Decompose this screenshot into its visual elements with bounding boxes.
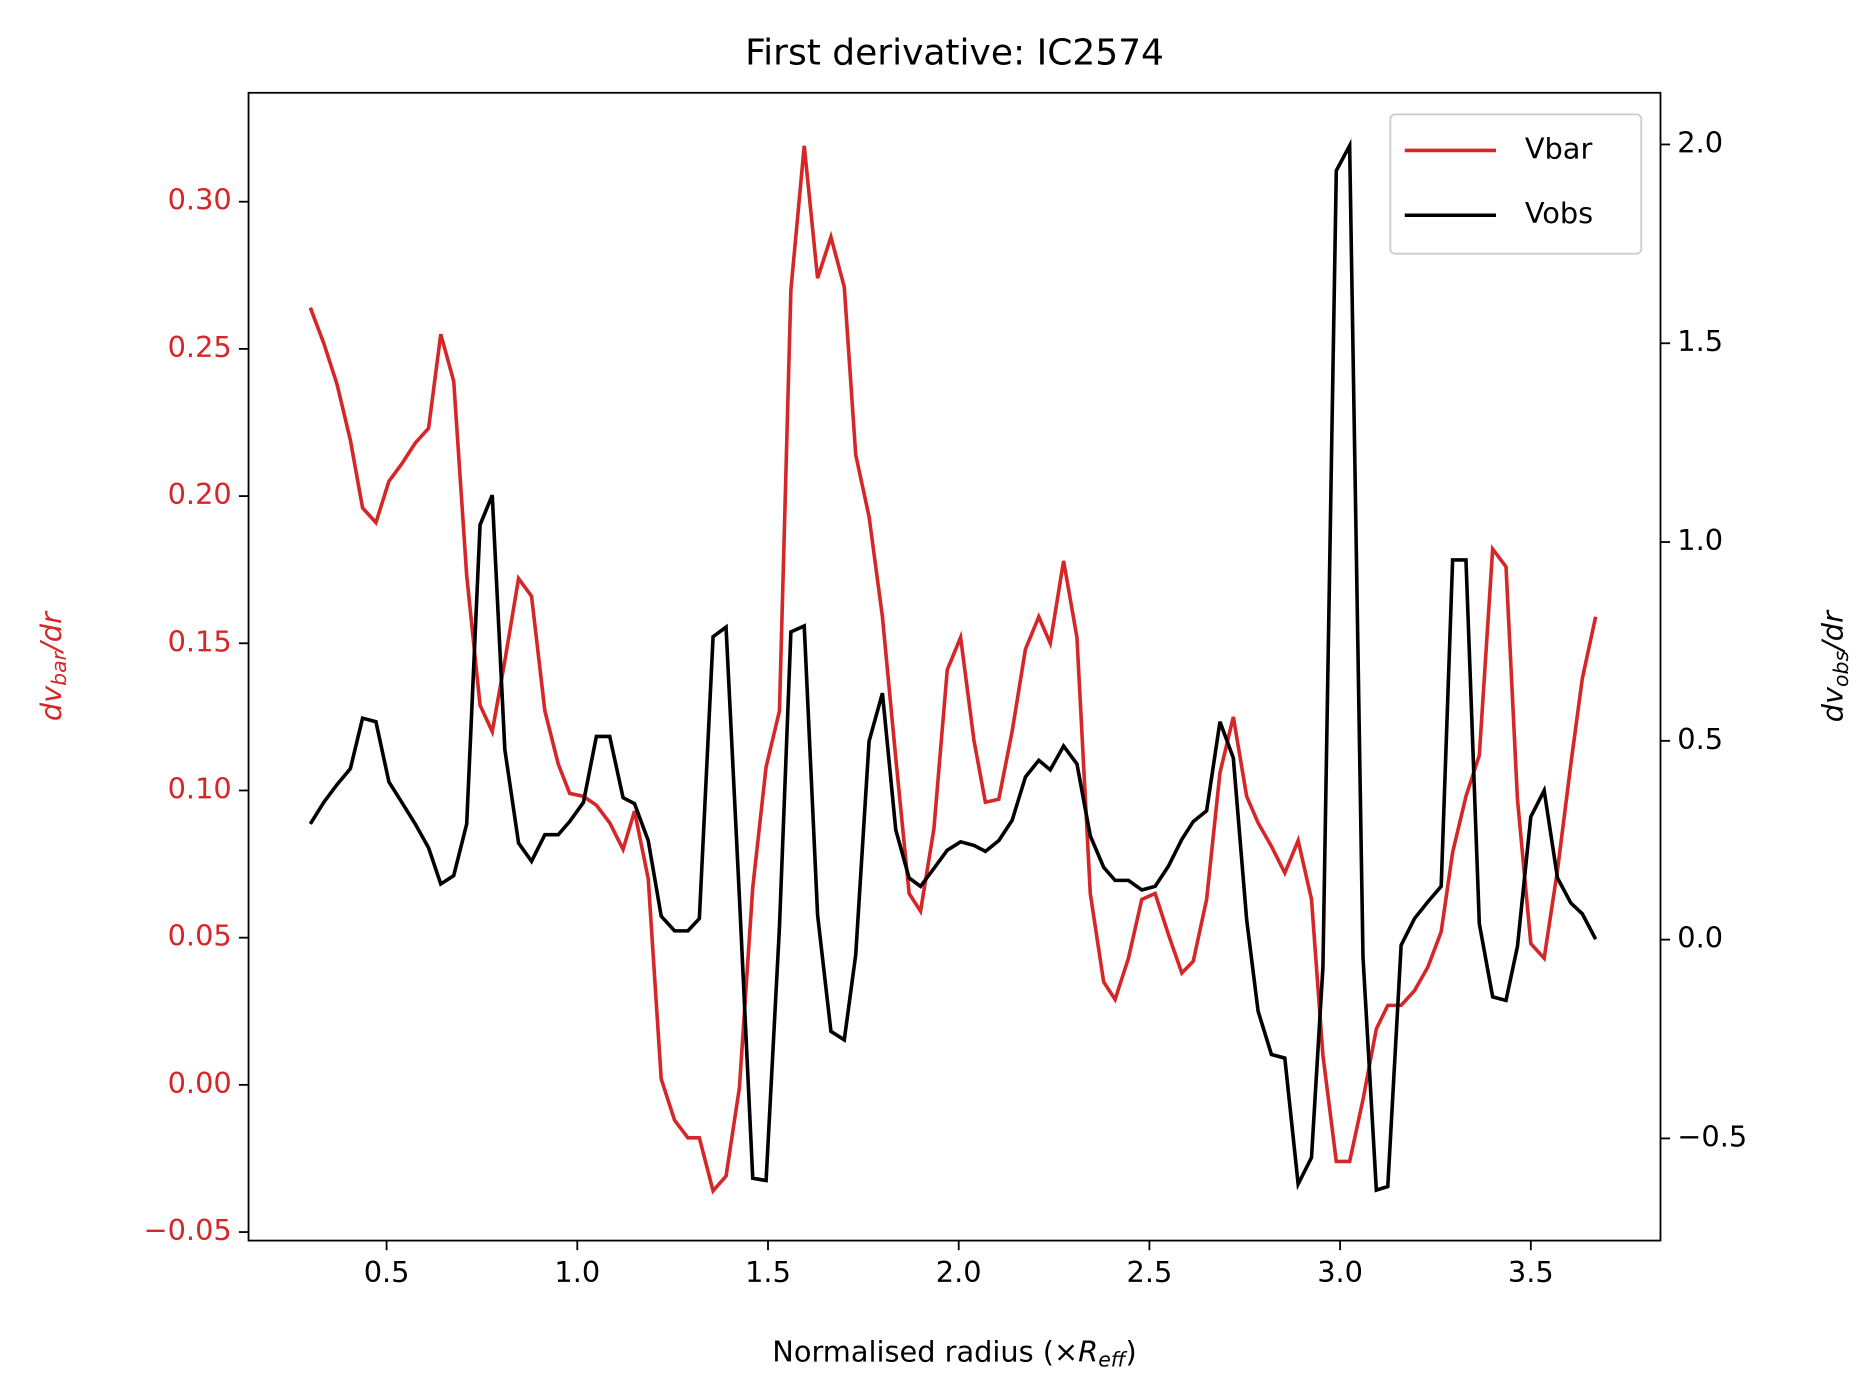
y-tick-label: 0.00 (168, 1066, 232, 1100)
y-tick-label: −0.05 (143, 1213, 231, 1247)
x-tick-label: 2.5 (1127, 1255, 1173, 1289)
x-tick-label: 1.5 (745, 1255, 791, 1289)
legend-box (1389, 113, 1643, 255)
y2-tick-label: 1.5 (1677, 324, 1723, 358)
y2-tick-label: −0.5 (1677, 1119, 1747, 1153)
x-axis-label: Normalised radius (×Reff) (772, 1334, 1136, 1371)
x-tick-label: 2.0 (936, 1255, 982, 1289)
y-axis-label: dvbar/dr (34, 610, 71, 721)
line-series (308, 138, 1598, 1193)
x-tick-label: 0.5 (364, 1255, 410, 1289)
y2-label-part: dv (1816, 686, 1850, 722)
y2-tick-label: 2.0 (1677, 125, 1723, 159)
x-tick-label: 3.0 (1317, 1255, 1363, 1289)
y2-tick-label: 1.0 (1677, 523, 1723, 557)
y-label-part: dv (34, 685, 68, 721)
x-tick-label: 3.5 (1508, 1255, 1554, 1289)
chart-title: First derivative: IC2574 (745, 32, 1164, 73)
plot-frame (247, 91, 1662, 1242)
y-tick-label: 0.20 (168, 477, 232, 511)
y-label-part: bar (47, 650, 71, 685)
y-tick-label: 0.15 (168, 624, 232, 658)
y2-tick-label: 0.5 (1677, 722, 1723, 756)
legend-label: Vbar (1525, 131, 1593, 165)
x-tick-label: 1.0 (554, 1255, 600, 1289)
y-label-part: /dr (34, 610, 68, 655)
y-tick-label: 0.30 (168, 183, 232, 217)
x-label-part: R (1078, 1334, 1098, 1368)
x-label-part: eff (1098, 1348, 1128, 1372)
y2-tick-label: 0.0 (1677, 921, 1723, 955)
y2-label-part: /dr (1816, 609, 1850, 654)
y-tick-label: 0.05 (168, 919, 232, 953)
y-tick-label: 0.25 (168, 330, 232, 364)
y2-axis-label: dvobs/dr (1816, 609, 1853, 722)
legend-label: Vobs (1525, 196, 1593, 230)
y2-label-part: obs (1829, 651, 1853, 687)
x-label-part: Normalised radius (× (772, 1334, 1078, 1368)
x-label-part: ) (1125, 1334, 1136, 1368)
line-series (308, 145, 1598, 1195)
y-tick-label: 0.10 (168, 771, 232, 805)
